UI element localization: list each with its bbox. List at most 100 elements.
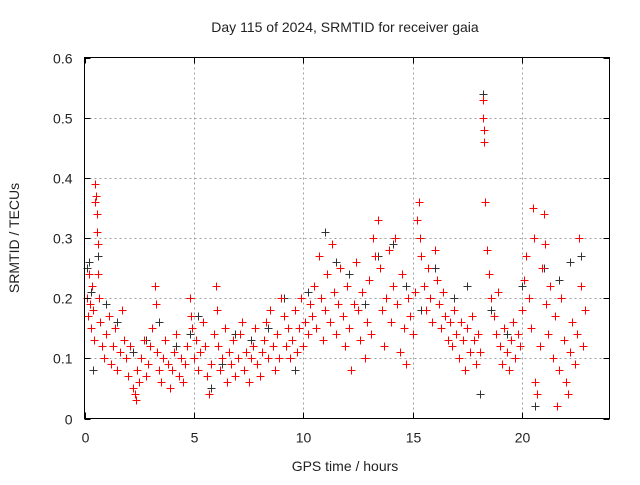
data-point — [391, 234, 400, 243]
data-point — [89, 306, 98, 315]
data-point — [492, 330, 501, 339]
data-point — [518, 306, 527, 315]
data-point — [146, 342, 155, 351]
data-point — [485, 270, 494, 279]
data-point — [245, 378, 254, 387]
data-point — [455, 354, 464, 363]
data-point — [361, 300, 370, 309]
data-point — [192, 336, 201, 345]
data-point — [463, 324, 472, 333]
data-point — [229, 336, 238, 345]
data-point — [564, 390, 573, 399]
data-point — [238, 318, 247, 327]
data-point — [113, 366, 122, 375]
data-point — [151, 282, 160, 291]
data-point — [531, 402, 540, 411]
data-point — [88, 282, 97, 291]
data-point — [299, 342, 308, 351]
data-point — [498, 360, 507, 369]
data-point — [129, 384, 138, 393]
data-point — [516, 342, 525, 351]
data-point — [247, 354, 256, 363]
data-point — [282, 342, 291, 351]
x-tick-label: 20 — [515, 430, 531, 446]
data-point — [347, 366, 356, 375]
data-point — [422, 306, 431, 315]
data-point — [205, 390, 214, 399]
data-point — [85, 258, 94, 267]
data-point — [420, 282, 429, 291]
data-point — [122, 354, 131, 363]
data-point — [133, 366, 142, 375]
data-point — [334, 300, 343, 309]
data-point — [203, 372, 212, 381]
data-point — [557, 294, 566, 303]
data-point — [503, 330, 512, 339]
data-point — [264, 324, 273, 333]
data-point — [131, 390, 140, 399]
data-point — [312, 324, 321, 333]
data-point — [433, 276, 442, 285]
x-tick-label: 5 — [191, 430, 199, 446]
data-point — [406, 312, 415, 321]
x-tick-label: 15 — [406, 430, 422, 446]
data-point — [466, 348, 475, 357]
data-point — [544, 330, 553, 339]
data-point — [332, 258, 341, 267]
data-point — [225, 348, 234, 357]
data-point — [522, 252, 531, 261]
data-point — [242, 348, 251, 357]
data-point — [175, 372, 184, 381]
data-point — [411, 288, 420, 297]
data-point — [284, 324, 293, 333]
data-point — [234, 354, 243, 363]
data-point — [87, 324, 96, 333]
data-point — [168, 366, 177, 375]
data-point — [306, 300, 315, 309]
data-point — [317, 294, 326, 303]
data-point — [262, 318, 271, 327]
data-point — [120, 336, 129, 345]
data-point — [345, 270, 354, 279]
data-point — [179, 378, 188, 387]
data-point — [96, 318, 105, 327]
data-point — [474, 330, 483, 339]
data-point — [461, 366, 470, 375]
data-point — [581, 306, 590, 315]
data-points — [83, 90, 590, 411]
data-point — [249, 342, 258, 351]
data-point — [102, 300, 111, 309]
data-point — [95, 294, 104, 303]
data-point — [308, 312, 317, 321]
y-tick-label: 0.6 — [53, 51, 73, 67]
data-point — [538, 264, 547, 273]
data-point — [297, 294, 306, 303]
data-point — [301, 318, 310, 327]
data-point — [291, 366, 300, 375]
data-point — [269, 342, 278, 351]
data-point — [457, 318, 466, 327]
data-point — [369, 234, 378, 243]
data-point — [253, 360, 262, 369]
data-point — [214, 342, 223, 351]
y-axis-label: SRMTID / TECUs — [6, 183, 22, 293]
data-point — [409, 330, 418, 339]
data-point — [402, 360, 411, 369]
data-point — [258, 348, 267, 357]
data-point — [271, 366, 280, 375]
data-point — [187, 312, 196, 321]
x-tick-label: 0 — [82, 430, 90, 446]
data-point — [221, 324, 230, 333]
series-gray — [83, 90, 586, 411]
data-point — [188, 324, 197, 333]
data-point — [266, 306, 275, 315]
data-point — [153, 348, 162, 357]
data-point — [415, 198, 424, 207]
data-point — [431, 264, 440, 273]
data-point — [126, 342, 135, 351]
data-point — [172, 330, 181, 339]
data-point — [416, 234, 425, 243]
data-point — [177, 354, 186, 363]
data-point — [315, 252, 324, 261]
